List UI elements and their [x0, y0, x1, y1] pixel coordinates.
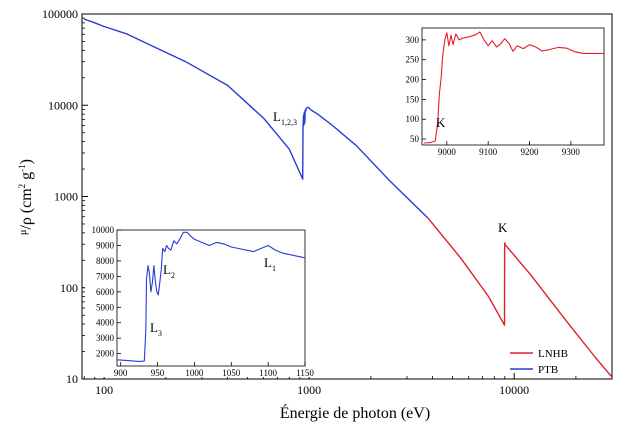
- series-line-ptb: [84, 18, 429, 219]
- inset-l-edges-x-tick-label: 1150: [296, 368, 314, 378]
- inset-l-edges-y-tick-label: 10000: [92, 225, 115, 235]
- inset-k-edge-y-tick-label: 250: [406, 55, 420, 65]
- inset-l-edges-x-tick-label: 900: [114, 368, 128, 378]
- inset-l-edges-x-tick-label: 950: [151, 368, 165, 378]
- y-title-close: ): [18, 159, 35, 164]
- inset-l3-annotation: L3: [150, 320, 162, 338]
- y-tick-label: 100000: [42, 7, 78, 21]
- y-title-rho: /ρ (cm: [18, 188, 35, 230]
- x-axis-title: Énergie de photon (eV): [280, 403, 430, 422]
- y-tick-label: 100: [60, 281, 78, 295]
- inset-k-edge-x-tick-label: 9200: [521, 147, 540, 157]
- inset-l-edges-x-tick-label: 1100: [259, 368, 277, 378]
- inset-l1-annotation: L1: [264, 255, 276, 273]
- inset-l-edges-x-tick-label: 1050: [222, 368, 241, 378]
- y-title-sq: 2: [17, 184, 27, 189]
- inset-l-edges-y-tick-label: 8000: [96, 256, 115, 266]
- series-line-lnhb: [427, 217, 613, 378]
- inset-l-edges-y-tick-label: 9000: [96, 240, 115, 250]
- y-axis-title: μ/ρ (cm2 g-1): [17, 159, 35, 235]
- inset-k-edge-x-tick-label: 9300: [562, 147, 581, 157]
- inset-l-edges-y-tick-label: 4000: [96, 318, 115, 328]
- inset-l-edges-y-tick-label: 2000: [96, 349, 115, 359]
- inset-l-edges-line: [116, 231, 306, 362]
- inset-l-edges-x-tick-label: 1000: [185, 368, 204, 378]
- inset-l-edges-y-tick-label: 6000: [96, 287, 115, 297]
- inset-k-edge-y-tick-label: 50: [410, 134, 420, 144]
- y-title-g: g: [18, 172, 35, 184]
- inset-l-frame: [116, 229, 306, 367]
- inset-k-frame: [421, 27, 605, 146]
- x-tick-label: 1000: [297, 383, 321, 397]
- y-title-mu: μ: [18, 230, 29, 235]
- inset-l-edges-y-tick-label: 7000: [96, 271, 115, 281]
- inset-k-edge-y-tick-label: 300: [406, 35, 420, 45]
- inset-k-edge-y-tick-label: 200: [406, 75, 420, 85]
- y-tick-label: 10: [66, 372, 78, 386]
- annotation-k: K: [498, 220, 508, 235]
- inset-k-edge-y-tick-label: 150: [406, 94, 420, 104]
- inset-k-edge-line: [424, 31, 604, 144]
- inset-k-edge: 9000 9100 9200 9300 50 100 150 200 250 300 K: [373, 24, 607, 157]
- inset-k-annotation: K: [436, 115, 446, 130]
- inset-k-edge-x-tick-label: 9100: [479, 147, 498, 157]
- inset-k-edge-y-tick-label: 100: [406, 114, 420, 124]
- legend-label-lnhb: LNHB: [538, 348, 568, 360]
- x-tick-label: 100: [95, 383, 113, 397]
- inset-l-edges-y-tick-label: 5000: [96, 302, 115, 312]
- inset-k-edge-x-tick-label: 9000: [438, 147, 457, 157]
- legend: LNHB PTB: [510, 348, 568, 376]
- inset-l-edges: 900 950 1000 1050 1100 1150 2000 3000 4000 5000 60…: [85, 224, 314, 378]
- legend-label-ptb: PTB: [538, 364, 558, 376]
- x-tick-label: 10000: [499, 383, 529, 397]
- y-tick-label: 1000: [54, 190, 78, 204]
- y-tick-label: 10000: [48, 98, 78, 112]
- inset-l2-annotation: L2: [163, 262, 175, 280]
- y-title-neg: -1: [17, 164, 27, 172]
- annotation-l123: L1,2,3: [273, 109, 297, 127]
- inset-l-edges-y-tick-label: 3000: [96, 333, 115, 343]
